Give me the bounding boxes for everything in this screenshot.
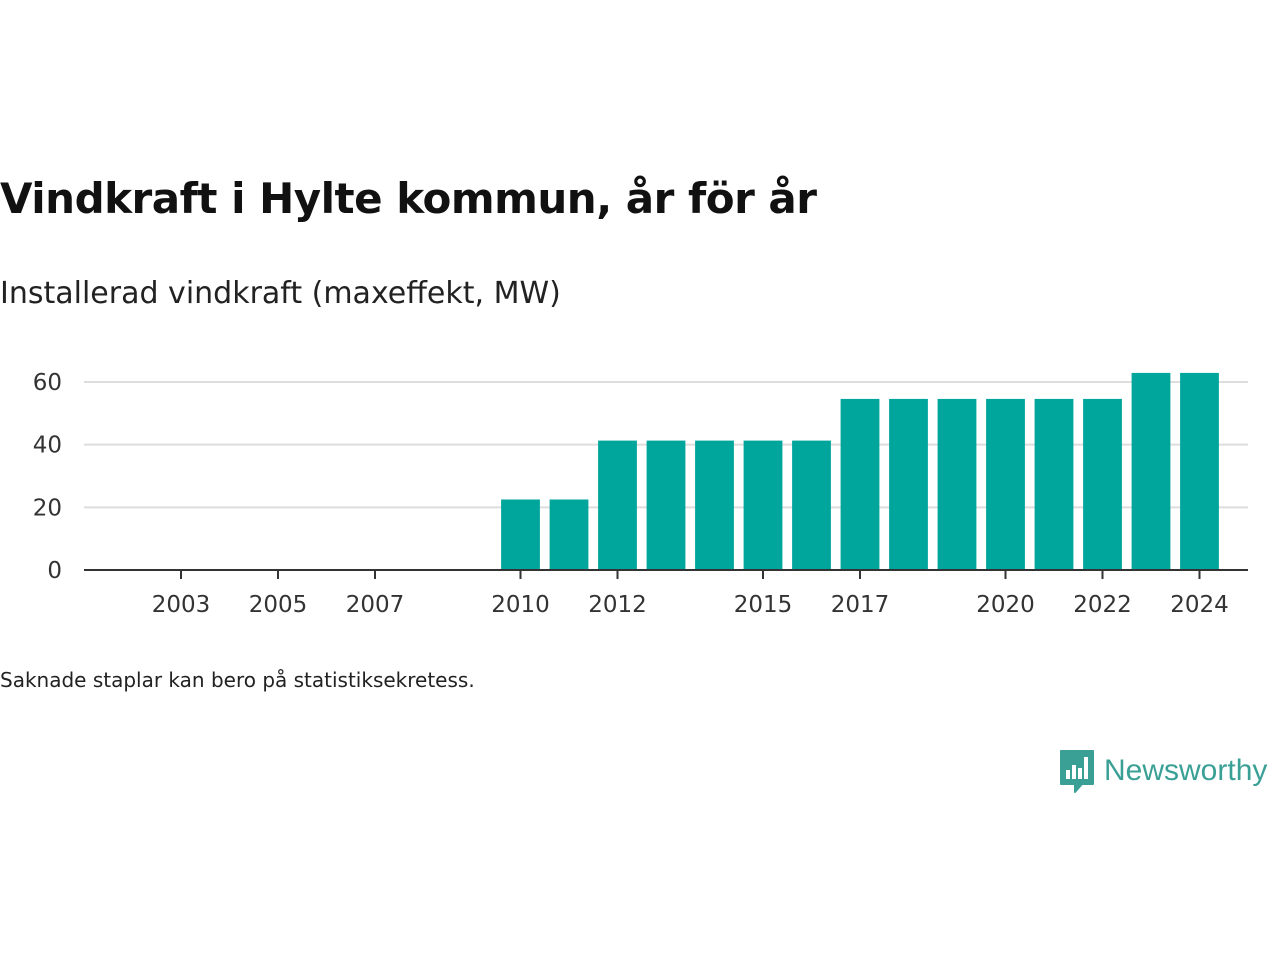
footnote: Saknade staplar kan bero på statistiksek… bbox=[0, 668, 475, 692]
x-tick-label: 2007 bbox=[346, 592, 405, 618]
bar-2024 bbox=[1180, 372, 1219, 570]
chart-title: Vindkraft i Hylte kommun, år för år bbox=[0, 174, 817, 223]
bar-chart: 0 20 40 60 2003 2005 2007 2010 2012 2015 2017 2020… bbox=[33, 370, 1248, 618]
bar-2019 bbox=[937, 398, 977, 570]
x-tick-label: 2022 bbox=[1073, 592, 1132, 618]
x-tick-label: 2005 bbox=[249, 592, 308, 618]
bar-2021 bbox=[1034, 398, 1074, 570]
bars bbox=[501, 372, 1219, 570]
bar-2010 bbox=[501, 499, 540, 570]
chart-subtitle: Installerad vindkraft (maxeffekt, MW) bbox=[0, 276, 561, 311]
bar-2020 bbox=[986, 398, 1025, 570]
x-tick-label: 2010 bbox=[491, 592, 550, 618]
x-axis bbox=[84, 569, 1248, 579]
x-tick-label: 2017 bbox=[831, 592, 890, 618]
y-tick-label: 40 bbox=[33, 433, 62, 459]
bar-2011 bbox=[549, 499, 589, 570]
bar-2013 bbox=[646, 440, 686, 570]
y-tick-label: 60 bbox=[33, 370, 62, 396]
x-tick-label: 2012 bbox=[588, 592, 647, 618]
brand-logo: Newsworthy bbox=[1058, 748, 1267, 794]
bar-2017 bbox=[840, 398, 880, 570]
x-tick-label: 2015 bbox=[734, 592, 793, 618]
brand-name: Newsworthy bbox=[1104, 754, 1268, 787]
chart-speech-bubble-icon bbox=[1060, 750, 1094, 793]
bar-2016 bbox=[792, 440, 831, 570]
bar-2018 bbox=[889, 398, 928, 570]
x-tick-label: 2024 bbox=[1170, 592, 1229, 618]
bar-2014 bbox=[695, 440, 734, 570]
x-tick-label: 2003 bbox=[152, 592, 211, 618]
bar-2022 bbox=[1083, 398, 1122, 570]
bar-2015 bbox=[743, 440, 783, 570]
y-axis-labels: 0 20 40 60 bbox=[33, 370, 62, 584]
x-axis-labels: 2003 2005 2007 2010 2012 2015 2017 2020 2022 2024 bbox=[152, 592, 1229, 618]
bar-2012 bbox=[598, 440, 637, 570]
y-tick-label: 0 bbox=[47, 558, 62, 584]
x-tick-label: 2020 bbox=[976, 592, 1035, 618]
bar-2023 bbox=[1131, 372, 1171, 570]
y-tick-label: 20 bbox=[33, 495, 62, 521]
